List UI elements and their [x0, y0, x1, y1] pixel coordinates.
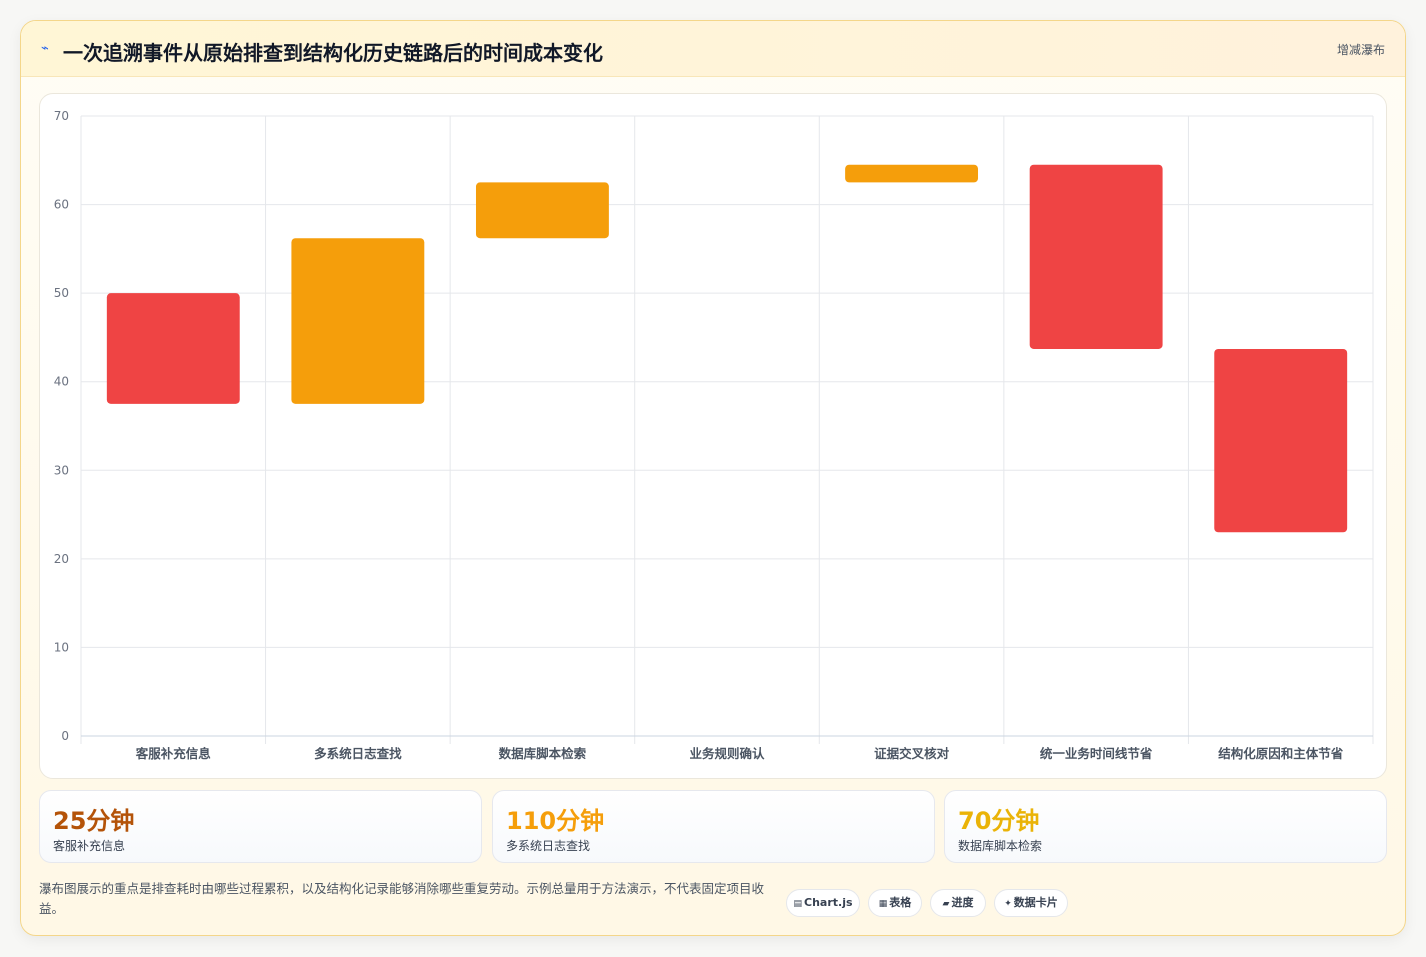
y-tick-label: 40: [54, 375, 69, 389]
bar: [475, 182, 609, 239]
tag-chartjs[interactable]: ▤ Chart.js: [786, 889, 860, 917]
y-tick-label: 70: [54, 109, 69, 123]
y-tick-label: 30: [54, 463, 69, 477]
x-tick-label: 多系统日志查找: [314, 746, 402, 761]
x-tick-label: 客服补充信息: [135, 746, 212, 761]
bar: [1029, 164, 1163, 349]
y-tick-label: 60: [54, 198, 69, 212]
stat-card-1: 25分钟 客服补充信息: [39, 790, 482, 863]
x-tick-label: 业务规则确认: [689, 746, 765, 761]
progress-icon: ▰: [942, 899, 950, 909]
waterfall-chart: 0 10 20 30 40 50 60 70 客服补充信息 多系统日志查找 数据库脚本检索 业务规则确…: [54, 109, 1374, 761]
footnote: 瀑布图展示的重点是排查耗时由哪些过程累积，以及结构化记录能够消除哪些重复劳动。示…: [39, 881, 765, 916]
stat-value: 25分钟: [53, 807, 135, 835]
tag-data-card[interactable]: ✦ 数据卡片: [994, 889, 1068, 917]
stat-label: 客服补充信息: [53, 839, 126, 853]
bar: [845, 164, 979, 183]
chart-panel: 0 10 20 30 40 50 60 70 客服补充信息 多系统日志查找 数据库脚本检索 业务规则确…: [39, 93, 1387, 779]
bar: [106, 293, 240, 404]
chart-title: 一次追溯事件从原始排查到结构化历史链路后的时间成本变化: [63, 41, 603, 65]
chart-card: ⌁ 一次追溯事件从原始排查到结构化历史链路后的时间成本变化 增减瀑布 0 10 20…: [20, 20, 1406, 936]
card-header: ⌁ 一次追溯事件从原始排查到结构化历史链路后的时间成本变化 增减瀑布: [21, 21, 1405, 77]
chart-kind-label: 增减瀑布: [1336, 43, 1385, 57]
tag-table[interactable]: ▦ 表格: [868, 889, 922, 917]
bar: [291, 238, 425, 404]
x-tick-label: 统一业务时间线节省: [1040, 746, 1153, 761]
stat-value: 110分钟: [506, 807, 605, 835]
stat-label: 数据库脚本检索: [958, 839, 1043, 853]
sparkle-icon: ✦: [1004, 899, 1012, 909]
tag-label: Chart.js: [804, 896, 853, 909]
y-tick-label: 0: [61, 729, 69, 743]
table-icon: ▦: [878, 899, 888, 909]
bar: [1214, 348, 1348, 533]
tag-label: 表格: [889, 896, 912, 909]
stat-card-3: 70分钟 数据库脚本检索: [944, 790, 1387, 863]
y-tick-label: 20: [54, 552, 69, 566]
y-tick-label: 50: [54, 286, 69, 300]
x-tick-label: 结构化原因和主体节省: [1218, 746, 1344, 761]
chart-icon: ▤: [793, 899, 802, 909]
stat-value: 70分钟: [958, 807, 1040, 835]
stat-card-2: 110分钟 多系统日志查找: [492, 790, 935, 863]
x-tick-label: 数据库脚本检索: [498, 746, 587, 761]
x-tick-label: 证据交叉核对: [874, 746, 950, 761]
stat-label: 多系统日志查找: [506, 839, 591, 853]
tag-label: 进度: [951, 896, 974, 909]
tag-label: 数据卡片: [1013, 896, 1058, 909]
lightning-icon: ⌁: [41, 41, 49, 56]
y-tick-label: 10: [54, 640, 69, 654]
tag-progress[interactable]: ▰ 进度: [930, 889, 986, 917]
